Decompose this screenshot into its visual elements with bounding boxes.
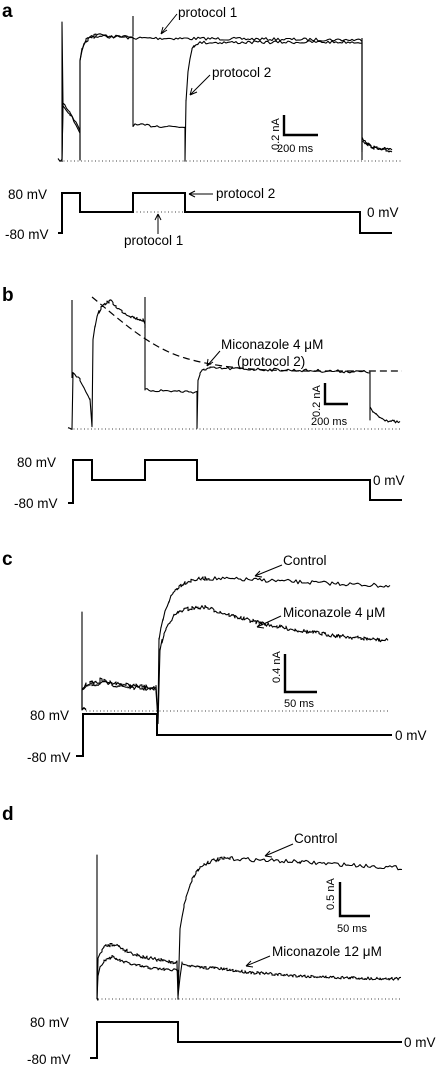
panel-a-volt-label-protocol-2: protocol 2 bbox=[216, 186, 275, 201]
panel-a-label-protocol-2: protocol 2 bbox=[212, 65, 271, 80]
panel-a-trace-protocol-2 bbox=[61, 34, 393, 162]
panel-c-arrow-control bbox=[254, 564, 283, 578]
panel-d-trace-miconazole bbox=[96, 954, 402, 1001]
panel-b-voltage-protocol bbox=[68, 459, 402, 504]
panel-c-trace-control bbox=[81, 576, 391, 720]
panel-b-scale-time: 200 ms bbox=[311, 416, 348, 428]
panel-c-trace-miconazole bbox=[81, 604, 389, 725]
panel-a-scale-time: 200 ms bbox=[277, 143, 314, 155]
panel-c-label-drug: Miconazole 4 μM bbox=[283, 605, 385, 620]
panel-a-voltage-protocol bbox=[58, 192, 392, 234]
panel-d-volt-low: -80 mV bbox=[27, 1052, 71, 1067]
panel-c-label-control: Control bbox=[283, 553, 327, 568]
panel-c-scale-current: 0.4 nA bbox=[271, 651, 283, 683]
panel-a-scale-current: 0.2 nA bbox=[270, 118, 282, 150]
panel-b-volt-low: -80 mV bbox=[14, 496, 58, 511]
panel-a-volt-low: -80 mV bbox=[5, 227, 49, 242]
panel-d-letter: d bbox=[2, 804, 14, 825]
panel-d-volt-high: 80 mV bbox=[30, 1015, 69, 1030]
panel-a: a protocol 1 protocol 2 0.2 nA 200 ms 80… bbox=[2, 1, 402, 248]
panel-d-label-control: Control bbox=[294, 831, 338, 846]
panel-a-arrow-protocol-2 bbox=[189, 74, 211, 96]
panel-a-label-protocol-1: protocol 1 bbox=[178, 5, 237, 20]
panel-b-exponential-fit bbox=[91, 296, 402, 372]
panel-d-label-drug: Miconazole 12 μM bbox=[272, 944, 382, 959]
panel-a-volt-label-protocol-1: protocol 1 bbox=[124, 233, 183, 248]
panel-a-letter: a bbox=[2, 1, 13, 22]
panel-b-scale-current: 0.2 nA bbox=[311, 385, 323, 417]
panel-c-scale-bar bbox=[283, 654, 317, 694]
panel-d-scale-bar bbox=[338, 882, 370, 918]
panel-d-volt-end: 0 mV bbox=[404, 1035, 436, 1050]
panel-b-volt-end: 0 mV bbox=[373, 473, 405, 488]
panel-a-volt-arrow-protocol-1 bbox=[154, 213, 162, 234]
panel-a-spike bbox=[61, 21, 64, 162]
panel-b-arrow-drug bbox=[206, 350, 221, 367]
panel-d: d Control Miconazole 12 μM 0.5 nA 50 ms … bbox=[2, 804, 436, 1067]
panel-d-arrow-drug bbox=[245, 955, 271, 968]
panel-c-volt-high: 80 mV bbox=[30, 708, 69, 723]
panel-a-scale-bar bbox=[282, 115, 318, 137]
panel-c-volt-low: -80 mV bbox=[27, 750, 71, 765]
panel-c: c Control Miconazole 4 μM 0.4 nA 50 ms 8… bbox=[2, 549, 427, 765]
panel-c-arrow-drug bbox=[256, 615, 282, 629]
panel-c-scale-time: 50 ms bbox=[284, 698, 314, 710]
panel-d-voltage-protocol bbox=[90, 1021, 402, 1059]
panel-b: b Miconazole 4 μM (protocol 2) 0.2 nA 20… bbox=[2, 285, 405, 511]
panel-c-voltage-protocol bbox=[76, 713, 392, 757]
panel-a-arrow-protocol-1 bbox=[160, 13, 178, 35]
panel-d-scale-time: 50 ms bbox=[337, 923, 367, 935]
panel-b-volt-high: 80 mV bbox=[17, 455, 56, 470]
panel-d-trace-control bbox=[96, 856, 403, 1001]
panel-a-trace-protocol-1 bbox=[57, 33, 393, 162]
panel-a-volt-arrow-protocol-2 bbox=[188, 190, 213, 198]
panel-b-trace-miconazole bbox=[67, 299, 401, 430]
panel-b-letter: b bbox=[2, 285, 14, 306]
panel-b-label-protocol: (protocol 2) bbox=[237, 354, 305, 369]
panel-c-letter: c bbox=[2, 549, 13, 570]
panel-a-volt-end: 0 mV bbox=[367, 205, 399, 220]
panel-b-scale-bar bbox=[323, 383, 348, 406]
panel-d-scale-current: 0.5 nA bbox=[325, 878, 337, 910]
panel-b-label-drug: Miconazole 4 μM bbox=[221, 337, 323, 352]
panel-a-volt-high: 80 mV bbox=[8, 187, 47, 202]
panel-d-arrow-control bbox=[264, 843, 294, 858]
panel-c-volt-end: 0 mV bbox=[395, 728, 427, 743]
